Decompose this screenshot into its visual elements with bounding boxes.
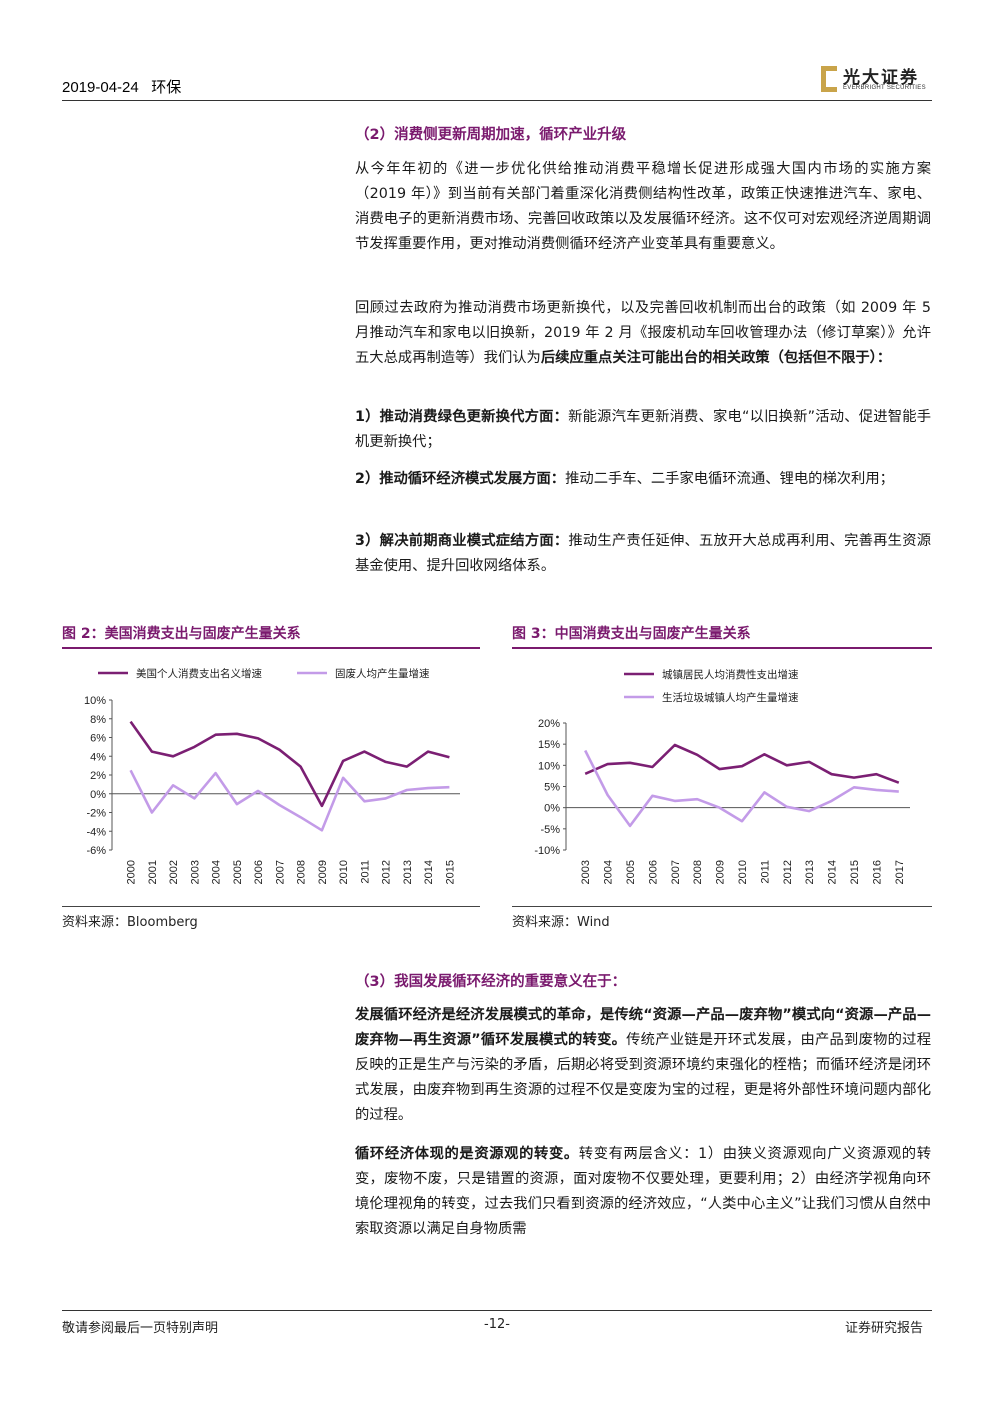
x-tick-label: 2012 bbox=[782, 860, 794, 884]
y-tick-label: 4% bbox=[90, 751, 106, 763]
x-tick-label: 2013 bbox=[804, 860, 816, 884]
y-tick-label: 6% bbox=[90, 733, 106, 745]
series-line-1 bbox=[584, 743, 900, 784]
x-tick-label: 2009 bbox=[317, 860, 329, 884]
x-tick-label: 2009 bbox=[715, 860, 727, 884]
x-tick-label: 2005 bbox=[625, 860, 637, 884]
fig2-chart: 10% 8% 6% 4% 2% 0% -2% -4% -6% 2000 2001 2002 2003 20… bbox=[84, 667, 460, 884]
x-tick-label: 2014 bbox=[827, 860, 839, 884]
logo-text-cn: 光大证券 bbox=[843, 68, 919, 88]
x-tick-label: 2007 bbox=[670, 860, 682, 884]
y-tick-label: -4% bbox=[86, 826, 106, 838]
x-tick-label: 2010 bbox=[338, 860, 350, 884]
item-1-bold: 1）推动消费绿色更新换代方面： bbox=[355, 409, 569, 425]
item-1-text: 新能源汽车更新消费、家电“以旧换新”活动、促进智能手机更新换代； bbox=[355, 409, 932, 450]
x-tick-label: 2005 bbox=[232, 860, 244, 884]
section2-item-1: 1）推动消费绿色更新换代方面：新能源汽车更新消费、家电“以旧换新”活动、促进智能… bbox=[355, 405, 931, 455]
fig3-chart: 20% 15% 10% 5% 0% -5% -10% 2003 2004 2005 2006 2007… bbox=[534, 668, 910, 884]
section3-paragraph-1: 发展循环经济是经济发展模式的革命，是传统“资源—产品—废弃物”模式向“资源—产品… bbox=[355, 1003, 931, 1128]
section2-item-3: 3）解决前期商业模式症结方面：推动生产责任延伸、五放开大总成再利用、完善再生资源… bbox=[355, 529, 931, 579]
footer-divider bbox=[62, 1310, 932, 1311]
section2-item-2: 2）推动循环经济模式发展方面：推动二手车、二手家电循环流通、锂电的梯次利用； bbox=[355, 467, 931, 492]
y-tick-label: -6% bbox=[86, 845, 106, 857]
y-tick-label: 5% bbox=[544, 782, 560, 794]
x-tick-label: 2002 bbox=[168, 860, 180, 884]
fig2-title-rule bbox=[62, 647, 480, 649]
x-tick-label: 2012 bbox=[381, 860, 393, 884]
fig3-title-rule bbox=[512, 647, 932, 649]
x-tick-label: 2017 bbox=[894, 860, 906, 884]
company-logo: 光大证券 EVERBRIGHT SECURITIES bbox=[821, 63, 933, 97]
y-tick-label: 2% bbox=[90, 770, 106, 782]
x-tick-label: 2003 bbox=[580, 860, 592, 884]
item-3-text: 推动生产责任延伸、五放开大总成再利用、完善再生资源基金使用、提升回收网络体系。 bbox=[355, 533, 932, 574]
legend-label-1: 城镇居民人均消费性支出增速 bbox=[662, 668, 799, 681]
page-number: -12- bbox=[484, 1317, 510, 1332]
fig3-bottom-rule bbox=[512, 906, 932, 907]
y-tick-label: 8% bbox=[90, 714, 106, 726]
fig2-bottom-rule bbox=[62, 906, 480, 907]
y-tick-label: 10% bbox=[538, 760, 560, 772]
fig2-source: 资料来源：Bloomberg bbox=[62, 915, 198, 930]
report-date: 2019-04-24 bbox=[62, 79, 139, 96]
x-tick-label: 2007 bbox=[274, 860, 286, 884]
section3-p1-bold: 发展循环经济是经济发展模式的革命，是传统“资源—产品—废弃物”模式向“资源—产品… bbox=[355, 1007, 931, 1048]
fig3-source: 资料来源：Wind bbox=[512, 915, 610, 930]
x-tick-label: 2015 bbox=[849, 860, 861, 884]
section3-paragraph-2: 循环经济体现的是资源观的转变。转变有两层含义：1）由狭义资源观向广义资源观的转变… bbox=[355, 1142, 931, 1242]
x-tick-label: 2011 bbox=[759, 860, 771, 884]
section3-p2-bold: 循环经济体现的是资源观的转变。 bbox=[355, 1146, 579, 1162]
x-tick-label: 2006 bbox=[253, 860, 265, 884]
y-tick-label: 0% bbox=[544, 803, 560, 815]
x-tick-label: 2015 bbox=[444, 860, 456, 884]
y-tick-label: 10% bbox=[84, 695, 106, 707]
fig2-title: 图 2：美国消费支出与固废产生量关系 bbox=[62, 626, 301, 642]
section2-paragraph-1: 从今年年初的《进一步优化供给推动消费平稳增长促进形成强大国内市场的实施方案（20… bbox=[355, 161, 931, 252]
y-tick-label: -10% bbox=[534, 845, 560, 857]
report-category: 环保 bbox=[151, 79, 182, 96]
y-tick-label: -5% bbox=[540, 824, 560, 836]
section3-heading: （3）我国发展循环经济的重要意义在于： bbox=[355, 974, 627, 990]
series-line-2 bbox=[584, 749, 899, 828]
section2-heading: （2）消费侧更新周期加速，循环产业升级 bbox=[355, 127, 627, 143]
item-2-text: 推动二手车、二手家电循环流通、锂电的梯次利用； bbox=[565, 471, 894, 487]
section2-p2-text: 回顾过去政府为推动消费市场更新换代，以及完善回收机制而出台的政策（如 2009 … bbox=[355, 300, 931, 366]
x-tick-label: 2001 bbox=[147, 860, 159, 884]
x-tick-label: 2010 bbox=[737, 860, 749, 884]
legend-label-2: 生活垃圾城镇人均产生量增速 bbox=[662, 691, 799, 704]
section3-p2-text: 转变有两层含义：1）由狭义资源观向广义资源观的转变，废物不废，只是错置的资源，面… bbox=[355, 1146, 932, 1237]
section2-p2-bold: 后续应重点关注可能出台的相关政策（包括但不限于）： bbox=[540, 350, 892, 366]
x-tick-label: 2014 bbox=[423, 860, 435, 884]
y-tick-label: 15% bbox=[538, 739, 560, 751]
legend-label-2: 固废人均产生量增速 bbox=[335, 667, 430, 680]
x-tick-label: 2006 bbox=[647, 860, 659, 884]
y-tick-label: 0% bbox=[90, 789, 106, 801]
series-line-2 bbox=[129, 769, 450, 832]
item-3-bold: 3）解决前期商业模式症结方面： bbox=[355, 533, 569, 549]
footer-report-type: 证券研究报告 bbox=[845, 1321, 924, 1336]
x-tick-label: 2013 bbox=[402, 860, 414, 884]
x-tick-label: 2000 bbox=[126, 860, 138, 884]
x-tick-label: 2008 bbox=[692, 860, 704, 884]
section3-p1-text: 传统产业链是开环式发展，由产品到废物的过程反映的正是生产与污染的矛盾，后期必将受… bbox=[355, 1032, 931, 1123]
y-tick-label: 20% bbox=[538, 718, 560, 730]
x-tick-label: 2011 bbox=[359, 860, 371, 884]
header-divider bbox=[62, 100, 932, 101]
x-tick-label: 2016 bbox=[871, 860, 883, 884]
footer-disclaimer: 敬请参阅最后一页特别声明 bbox=[62, 1321, 219, 1336]
section2-paragraph-2: 回顾过去政府为推动消费市场更新换代，以及完善回收机制而出台的政策（如 2009 … bbox=[355, 296, 931, 371]
x-tick-label: 2003 bbox=[189, 860, 201, 884]
item-2-bold: 2）推动循环经济模式发展方面： bbox=[355, 471, 566, 487]
x-tick-label: 2008 bbox=[296, 860, 308, 884]
logo-mark-icon bbox=[821, 66, 837, 92]
x-tick-label: 2004 bbox=[603, 860, 615, 884]
series-line-1 bbox=[129, 720, 450, 808]
logo-text-en: EVERBRIGHT SECURITIES bbox=[843, 85, 926, 91]
report-date-category: 2019-04-24 环保 bbox=[62, 76, 181, 97]
legend-label-1: 美国个人消费支出名义增速 bbox=[136, 667, 262, 680]
y-tick-label: -2% bbox=[86, 808, 106, 820]
x-tick-label: 2004 bbox=[211, 860, 223, 884]
fig3-title: 图 3：中国消费支出与固废产生量关系 bbox=[512, 626, 751, 642]
